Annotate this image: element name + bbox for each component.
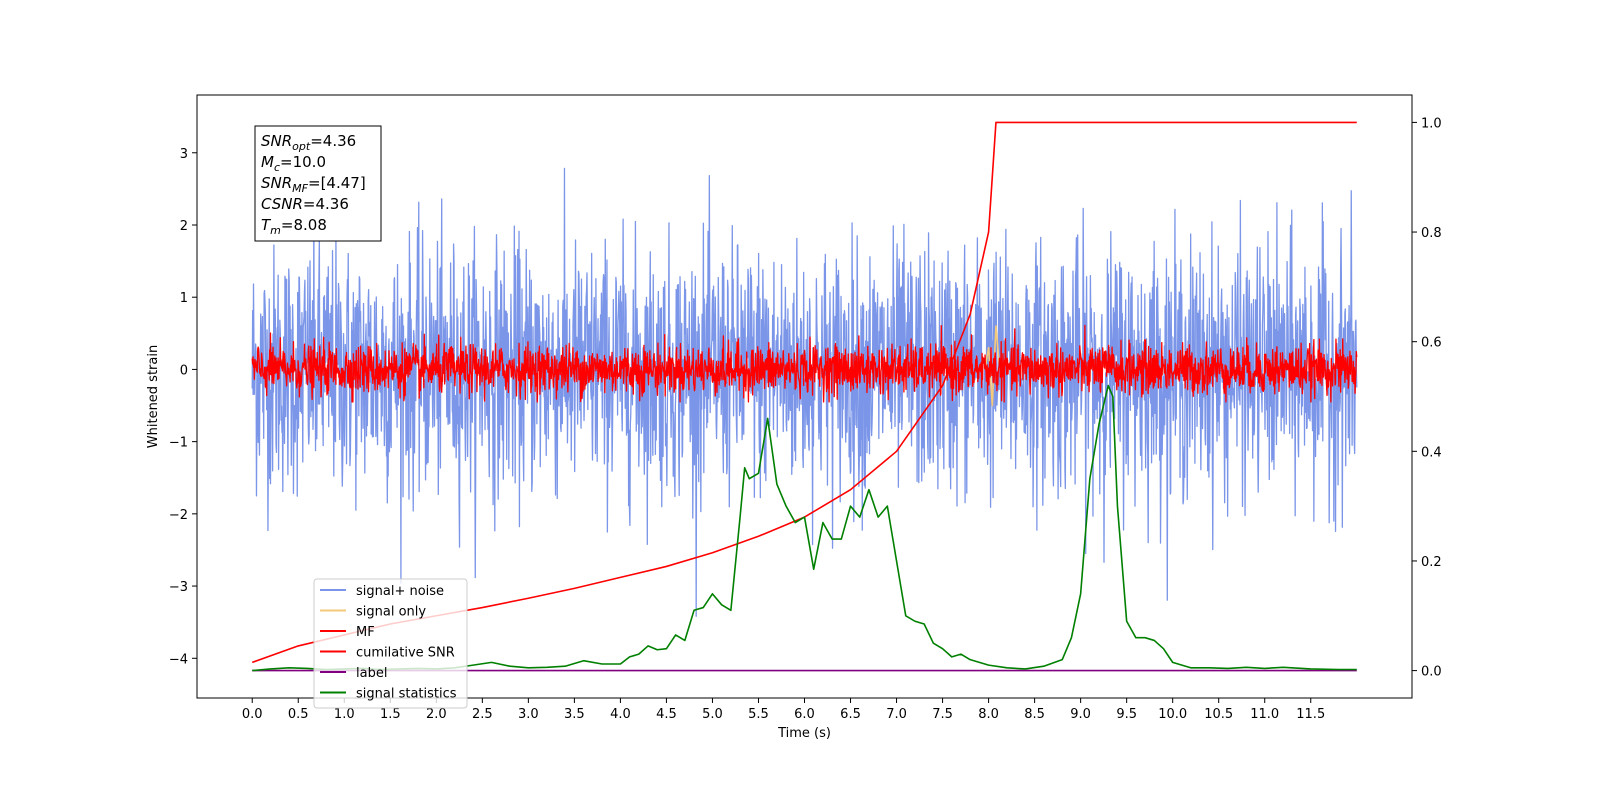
series-line-1 [984,325,1001,407]
x-axis: 0.0 0.5 1.0 1.5 2.0 2.5 3.0 3.5 4.0 4.5 5.0 5.5 6.0 6… [242,698,1325,722]
y-right-tick-label: 0.8 [1421,226,1442,241]
x-tick-label: 2.5 [472,707,493,722]
stats-annotation-box: SNRopt=4.36Mc=10.0SNRMF=[4.47]CSNR=4.36T… [254,125,382,242]
legend-label: signal only [356,605,426,620]
y-axis-right: 0.0 0.2 0.4 0.6 0.8 1.0 [1412,116,1442,680]
annotation-line: SNRopt=4.36 [261,132,356,153]
x-tick-label: 7.0 [886,707,907,722]
legend: signal+ noise signal only MF cumilative SNR… [313,578,468,709]
y-tick-label: −1 [169,436,188,451]
x-tick-label: 6.0 [794,707,815,722]
x-tick-label: 4.5 [656,707,677,722]
annotation-subscript: opt [292,140,311,153]
annotation-line: Mc=10.0 [261,153,326,174]
annotation-value: =4.36 [310,132,356,150]
x-tick-label: 0.0 [242,707,263,722]
annotation-line: CSNR=4.36 [261,195,349,213]
y-tick-label: 0 [180,363,188,378]
annotation-symbol: CSNR [261,195,303,213]
legend-label: label [356,666,387,681]
annotation-value: =4.36 [303,195,349,213]
x-tick-label: 9.0 [1070,707,1091,722]
x-tick-label: 3.0 [518,707,539,722]
y-right-tick-label: 0.6 [1421,336,1442,351]
x-tick-label: 10.5 [1204,707,1233,722]
series-line-5 [252,384,1357,672]
x-tick-label: 11.5 [1296,707,1325,722]
y-right-tick-label: 0.0 [1421,665,1442,680]
annotation-frame [254,125,382,242]
legend-label: signal+ noise [356,584,444,599]
x-tick-label: 4.0 [610,707,631,722]
annotation-value: =8.08 [281,216,327,234]
x-tick-label: 1.5 [380,707,401,722]
legend-frame [313,578,468,709]
y-tick-label: −2 [169,508,188,523]
series-line-0 [251,167,1358,617]
left-axis-series [251,167,1358,617]
y-tick-label: 2 [180,219,188,234]
y-right-tick-label: 0.2 [1421,555,1442,570]
x-tick-label: 6.5 [840,707,861,722]
annotation-symbol: SNR [261,174,292,192]
y-tick-label: 1 [180,291,188,306]
x-tick-label: 9.5 [1116,707,1137,722]
annotation-value: =10.0 [280,153,326,171]
x-tick-label: 5.5 [748,707,769,722]
x-tick-label: 8.5 [1024,707,1045,722]
annotation-symbol: SNR [261,132,292,150]
x-tick-label: 0.5 [288,707,309,722]
x-axis-title: Time (s) [777,726,831,741]
annotation-subscript: m [270,224,281,237]
y-right-tick-label: 1.0 [1421,116,1442,131]
annotation-subscript: c [274,161,280,174]
x-tick-label: 3.5 [564,707,585,722]
legend-label: cumilative SNR [356,646,455,661]
annotation-line: Tm=8.08 [261,216,327,237]
x-tick-label: 8.0 [978,707,999,722]
x-tick-label: 2.0 [426,707,447,722]
annotation-symbol: T [261,216,272,234]
annotation-symbol: M [261,153,274,171]
y-tick-label: −3 [169,580,188,595]
series-line-2 [251,324,1358,403]
annotation-value: =[4.47] [308,174,366,192]
x-tick-label: 10.0 [1158,707,1187,722]
annotation-line: SNRMF=[4.47] [261,174,366,195]
x-tick-label: 7.5 [932,707,953,722]
legend-label: MF [356,625,375,640]
y-tick-label: 3 [180,147,188,162]
x-tick-label: 5.0 [702,707,723,722]
y-axis-title: Whitened strain [146,345,161,448]
legend-label: signal statistics [356,687,457,702]
x-tick-label: 1.0 [334,707,355,722]
y-axis-left: −4 −3 −2 −1 0 1 2 3 [169,147,197,667]
x-tick-label: 11.0 [1250,707,1279,722]
annotation-subscript: MF [292,182,308,195]
y-tick-label: −4 [169,652,188,667]
y-right-tick-label: 0.4 [1421,445,1442,460]
